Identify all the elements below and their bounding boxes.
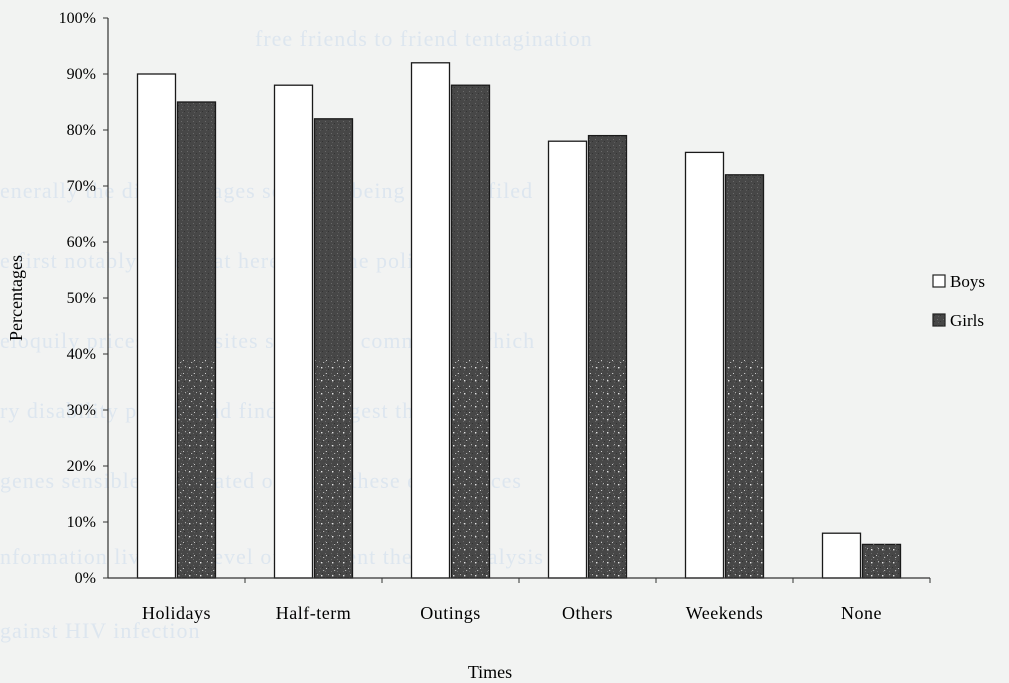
x-tick-label: Holidays: [142, 603, 211, 623]
x-tick-label: Half-term: [276, 603, 351, 623]
axes: [107, 18, 930, 579]
x-axis-title: Times: [468, 662, 512, 682]
bar-boys-none: [821, 532, 862, 579]
bar-boys-holidays: [136, 73, 177, 579]
legend-swatch-boys: [932, 274, 946, 288]
y-tick-label: 40%: [67, 346, 96, 363]
bar-boys-half-term: [273, 84, 314, 579]
legend-label-boys: Boys: [950, 272, 985, 291]
y-tick-label: 80%: [67, 122, 96, 139]
y-tick-label: 10%: [67, 514, 96, 531]
bar-texture: [863, 544, 900, 578]
y-tick-label: 20%: [67, 458, 96, 475]
y-axis-ticks: 0% 10% 20% 30% 40% 50% 60% 70% 80% 90% 100%: [59, 10, 108, 587]
y-tick-label: 30%: [67, 402, 96, 419]
bar-texture: [452, 360, 489, 578]
bar-boys-outings: [410, 62, 451, 579]
x-axis-ticks: Holidays Half-term Outings Others Weekends No…: [142, 578, 931, 623]
x-tick-label: Others: [562, 603, 613, 623]
bar-texture: [726, 360, 763, 578]
y-tick-label: 100%: [59, 10, 96, 27]
legend-swatch-girls: [932, 313, 946, 327]
bar-texture: [589, 360, 626, 578]
x-tick-label: Weekends: [686, 603, 764, 623]
bar-texture: [315, 360, 352, 578]
y-tick-label: 60%: [67, 234, 96, 251]
x-tick-label: None: [841, 603, 882, 623]
bar-texture: [178, 360, 215, 578]
bars: [136, 62, 902, 579]
y-tick-label: 90%: [67, 66, 96, 83]
y-axis-title: Percentages: [6, 255, 26, 341]
bar-boys-others: [547, 140, 588, 579]
y-tick-label: 70%: [67, 178, 96, 195]
bar-boys-weekends: [684, 151, 725, 579]
legend-label-girls: Girls: [950, 311, 984, 330]
y-tick-label: 50%: [67, 290, 96, 307]
x-tick-label: Outings: [420, 603, 481, 623]
legend: Boys Girls: [932, 272, 985, 330]
y-tick-label: 0%: [75, 570, 96, 587]
